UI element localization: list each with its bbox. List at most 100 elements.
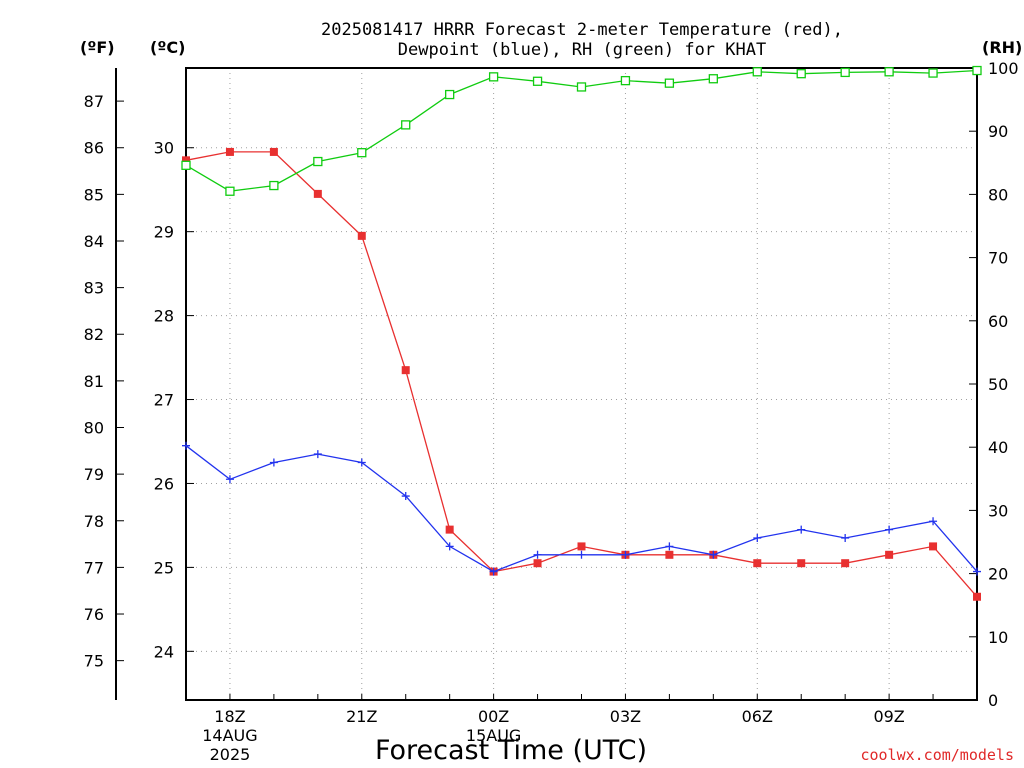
rh-point <box>313 156 323 167</box>
fahrenheit-tick-label: 82 <box>84 325 104 344</box>
rh-tick-label: 30 <box>988 501 1008 520</box>
x-tick-label: 00Z <box>478 707 509 726</box>
data-series <box>181 65 982 601</box>
x-tick-label: 14AUG <box>202 726 257 745</box>
temperature-point <box>269 147 278 156</box>
rh-axis-header: (RH) <box>982 38 1022 57</box>
credit-link[interactable]: coolwx.com/models <box>860 746 1014 764</box>
dewpoint-point <box>709 550 718 559</box>
rh-tick-label: 40 <box>988 438 1008 457</box>
fahrenheit-tick-label: 83 <box>84 279 104 298</box>
x-tick-label: 18Z <box>214 707 245 726</box>
dewpoint-point <box>621 550 630 559</box>
temperature-point <box>182 156 190 165</box>
dewpoint-point <box>665 542 674 551</box>
rh-point <box>576 82 587 92</box>
temperature-point <box>357 231 366 240</box>
temperature-point <box>445 525 454 534</box>
dewpoint-point <box>225 475 234 484</box>
dewpoint-point <box>489 567 498 576</box>
celsius-tick-label: 27 <box>154 391 174 410</box>
temperature-point <box>929 542 938 551</box>
dewpoint-point <box>841 534 850 543</box>
temperature-point <box>973 592 981 601</box>
rh-point <box>269 180 279 191</box>
tick-labels: 75 76 77 78 79 80 81 82 83 84 85 86 87 24 25 26 27 28 29 30… <box>84 59 1019 764</box>
fahrenheit-tick-label: 85 <box>84 185 104 204</box>
temperature-point <box>225 147 234 156</box>
dewpoint-point <box>357 458 366 467</box>
rh-point <box>928 68 938 78</box>
temperature-point <box>797 559 806 568</box>
rh-tick-label: 100 <box>988 59 1019 78</box>
dewpoint-point <box>269 458 278 467</box>
fahrenheit-tick-label: 79 <box>84 465 104 484</box>
rh-tick-label: 70 <box>988 249 1008 268</box>
rh-tick-label: 80 <box>988 185 1008 204</box>
celsius-tick-label: 29 <box>154 223 174 242</box>
x-tick-label: 06Z <box>742 707 773 726</box>
celsius-tick-label: 30 <box>154 139 174 158</box>
fahrenheit-tick-label: 76 <box>84 605 104 624</box>
rh-point <box>445 89 455 100</box>
temperature-point <box>313 189 322 198</box>
fahrenheit-tick-label: 77 <box>84 558 104 577</box>
rh-point <box>972 65 982 76</box>
temperature-point <box>577 542 586 551</box>
x-tick-label: 09Z <box>873 707 904 726</box>
temperature-point <box>401 366 410 375</box>
dewpoint-point <box>929 517 938 526</box>
fahrenheit-tick-label: 81 <box>84 372 104 391</box>
plot-frame <box>185 67 978 701</box>
dewpoint-point <box>885 525 894 534</box>
rh-point <box>620 75 631 86</box>
grid-lines <box>186 68 977 700</box>
temperature-point <box>885 550 894 559</box>
rh-point <box>488 72 499 82</box>
chart-title-line1: 2025081417 HRRR Forecast 2-meter Tempera… <box>321 20 843 40</box>
dewpoint-point <box>753 534 762 543</box>
rh-point <box>357 148 367 158</box>
fahrenheit-tick-label: 84 <box>84 232 104 251</box>
dewpoint-point <box>313 450 322 459</box>
temperature-point <box>841 559 850 568</box>
temperature-series-line <box>185 151 978 598</box>
x-tick-label: 15AUG <box>466 726 521 745</box>
x-tick-label: 21Z <box>346 707 377 726</box>
dewpoint-point <box>182 441 190 450</box>
dewpoint-point <box>577 550 586 559</box>
rh-point <box>840 67 850 78</box>
rh-point <box>401 120 411 130</box>
fahrenheit-axis-header: (ºF) <box>80 38 115 57</box>
rh-tick-label: 20 <box>988 565 1008 584</box>
fahrenheit-tick-label: 80 <box>84 419 104 438</box>
rh-point <box>181 160 191 170</box>
fahrenheit-tick-label: 75 <box>84 652 104 671</box>
fahrenheit-tick-label: 86 <box>84 139 104 158</box>
rh-point <box>708 74 718 84</box>
fahrenheit-tick-label: 87 <box>84 92 104 111</box>
rh-tick-label: 0 <box>988 691 998 710</box>
temperature-point <box>533 559 542 568</box>
rh-tick-label: 90 <box>988 122 1008 141</box>
rh-point <box>752 67 762 77</box>
dewpoint-point <box>533 550 542 559</box>
chart-title-line2: Dewpoint (blue), RH (green) for KHAT <box>398 40 766 60</box>
celsius-tick-label: 26 <box>154 474 174 493</box>
rh-tick-label: 60 <box>988 312 1008 331</box>
rh-point <box>664 78 675 88</box>
temperature-point <box>665 550 674 559</box>
celsius-tick-label: 25 <box>154 558 174 577</box>
celsius-tick-label: 28 <box>154 307 174 326</box>
x-axis-label: Forecast Time (UTC) <box>375 735 647 766</box>
celsius-axis-header: (ºC) <box>150 38 185 57</box>
dewpoint-point <box>401 492 410 501</box>
rh-point <box>532 76 543 86</box>
x-tick-label: 2025 <box>210 745 251 764</box>
dewpoint-point <box>445 542 454 551</box>
fahrenheit-tick-label: 78 <box>84 512 104 531</box>
rh-point <box>884 67 894 77</box>
x-tick-label: 03Z <box>610 707 641 726</box>
rh-tick-label: 10 <box>988 628 1008 647</box>
